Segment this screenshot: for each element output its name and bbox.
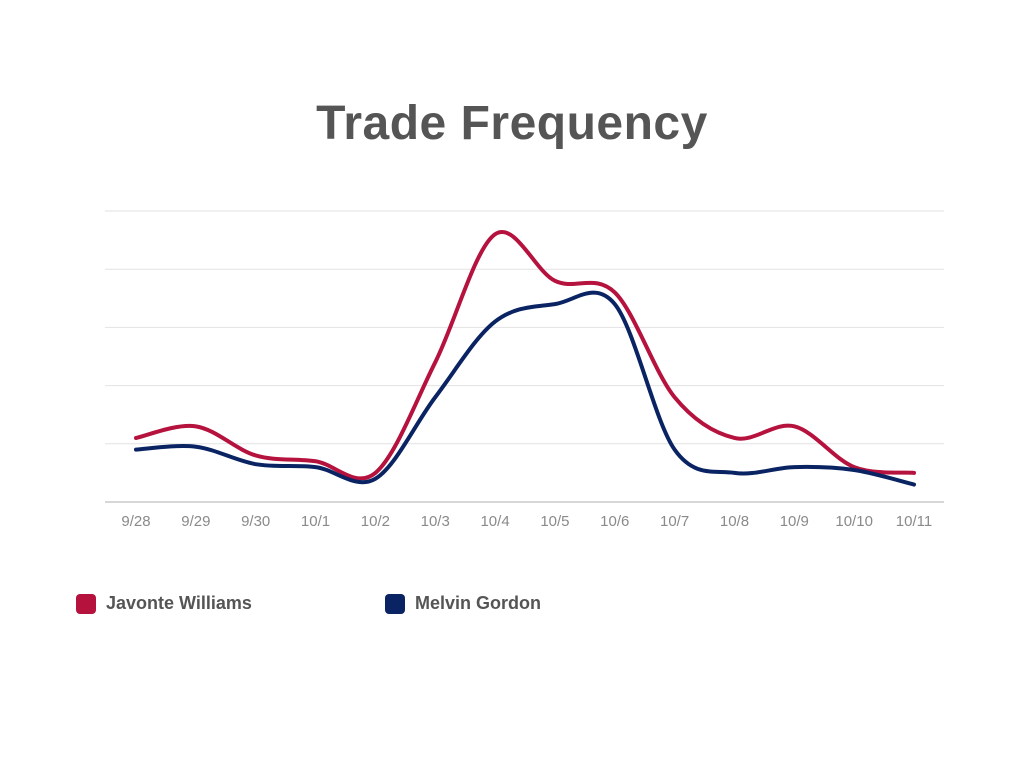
x-tick-label: 10/7 bbox=[660, 513, 689, 530]
x-tick-label: 10/6 bbox=[600, 513, 629, 530]
x-tick-label: 10/5 bbox=[540, 513, 569, 530]
x-tick-label: 9/29 bbox=[181, 513, 210, 530]
series-line-javonte-williams bbox=[134, 230, 916, 481]
chart-title: Trade Frequency bbox=[316, 97, 708, 150]
x-tick-label: 9/28 bbox=[121, 513, 150, 530]
x-tick-label: 10/9 bbox=[780, 513, 809, 530]
x-tick-label: 10/4 bbox=[480, 513, 509, 530]
x-tick-labels: 9/28 9/29 9/30 10/1 10/2 10/3 10/4 10/5 10/6 10/7… bbox=[121, 513, 932, 530]
legend-swatch-melvin-gordon bbox=[385, 593, 405, 614]
legend-label: Melvin Gordon bbox=[415, 593, 541, 613]
grid-lines bbox=[105, 210, 944, 445]
legend-swatch-javonte-williams bbox=[76, 593, 96, 614]
legend-item-melvin-gordon: Melvin Gordon bbox=[385, 593, 541, 614]
series-line-melvin-gordon bbox=[134, 290, 916, 487]
series-lines bbox=[134, 230, 916, 487]
x-tick-label: 10/11 bbox=[896, 513, 932, 530]
x-tick-label: 10/2 bbox=[361, 513, 390, 530]
x-tick-label: 9/30 bbox=[241, 513, 270, 530]
legend-item-javonte-williams: Javonte Williams bbox=[76, 593, 252, 614]
x-tick-label: 10/1 bbox=[301, 513, 330, 530]
legend-label: Javonte Williams bbox=[106, 593, 252, 613]
x-tick-label: 10/10 bbox=[835, 513, 873, 530]
x-tick-label: 10/3 bbox=[421, 513, 450, 530]
legend: Javonte Williams Melvin Gordon bbox=[0, 593, 1024, 621]
x-tick-label: 10/8 bbox=[720, 513, 749, 530]
